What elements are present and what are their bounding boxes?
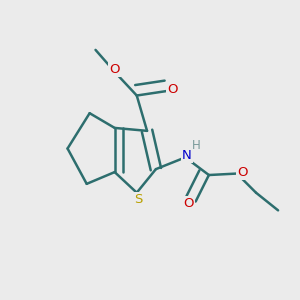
Text: H: H bbox=[192, 139, 201, 152]
Text: N: N bbox=[182, 149, 192, 162]
Text: O: O bbox=[110, 63, 120, 76]
Text: O: O bbox=[237, 166, 247, 178]
Text: S: S bbox=[134, 193, 142, 206]
Text: O: O bbox=[167, 83, 178, 96]
Text: O: O bbox=[183, 197, 194, 210]
